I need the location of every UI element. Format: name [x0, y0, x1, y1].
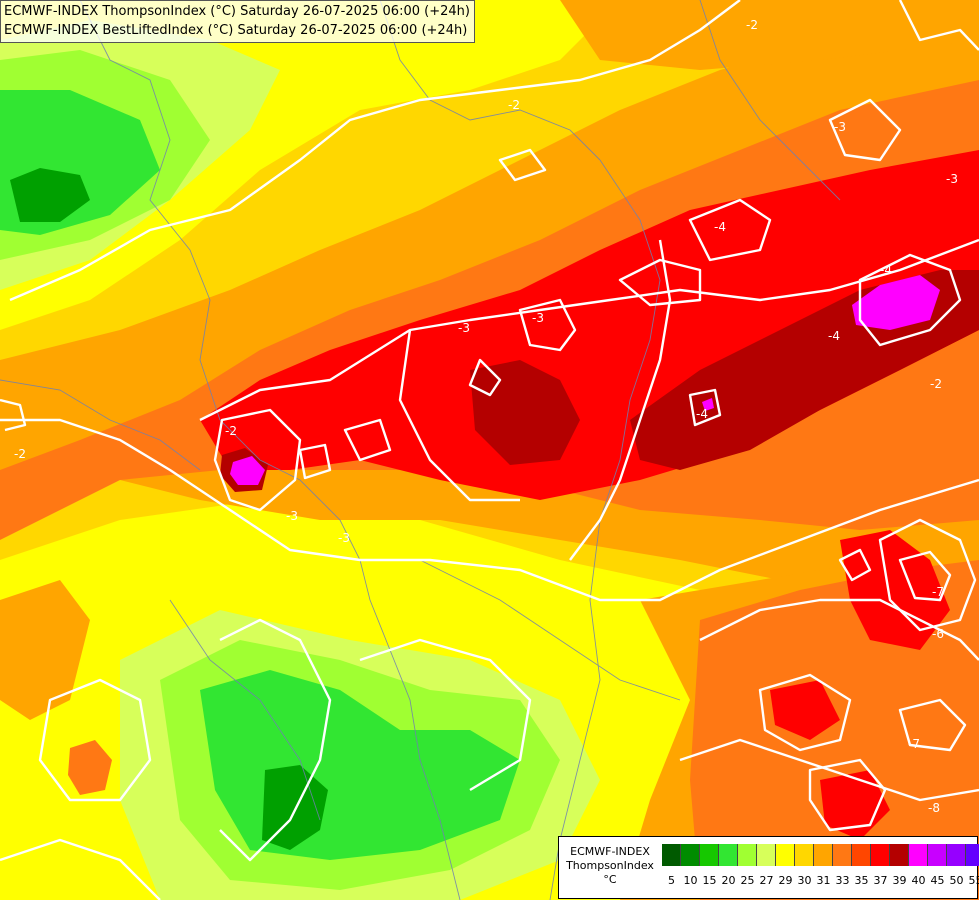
legend-swatch [776, 844, 795, 866]
darkorange-sw [68, 740, 112, 795]
legend-tick-label: 20 [721, 874, 736, 887]
legend-swatch [795, 844, 814, 866]
contour-label-group: -2 -2 -3 -4 -3 -3 -3 -2 -3 -4 -4 -2 -4 -… [14, 18, 958, 815]
legend-tick-label: 55 [968, 874, 979, 887]
legend-tick-label: 5 [668, 874, 675, 887]
legend-swatch [966, 844, 979, 866]
contour-label: -4 [696, 407, 708, 421]
legend-tick-label: 30 [797, 874, 812, 887]
contour-label: -4 [880, 263, 892, 277]
orange-sw-blob [0, 580, 90, 720]
legend-title: ECMWF-INDEX ThompsonIndex °C [562, 845, 658, 887]
legend-tick-label: 15 [702, 874, 717, 887]
legend-swatch [947, 844, 966, 866]
legend-tick-label: 29 [778, 874, 793, 887]
legend-swatch [662, 844, 681, 866]
legend-swatch [814, 844, 833, 866]
magenta-dot [702, 398, 714, 411]
darkred-west [470, 360, 580, 465]
legend-tick-label: 31 [816, 874, 831, 887]
legend-swatch [909, 844, 928, 866]
legend-swatch [890, 844, 909, 866]
legend-title-model: ECMWF-INDEX [570, 845, 650, 858]
contour-label: -2 [746, 18, 758, 32]
legend-tick-label: 39 [892, 874, 907, 887]
magenta-west [230, 456, 265, 485]
contour-label: -8 [928, 801, 940, 815]
map-title-box: ECMWF-INDEX ThompsonIndex (°C) Saturday … [0, 0, 475, 43]
legend-swatch [871, 844, 890, 866]
legend-swatch [928, 844, 947, 866]
red-se-3 [820, 770, 890, 840]
legend-swatch [681, 844, 700, 866]
legend-tick-label: 50 [949, 874, 964, 887]
legend-swatch [757, 844, 776, 866]
legend-unit: °C [603, 873, 617, 886]
legend-tick-label: 45 [930, 874, 945, 887]
legend-tick-label: 27 [759, 874, 774, 887]
contour-label: -3 [458, 321, 470, 335]
magenta-east [852, 275, 940, 330]
red-se-2 [770, 680, 840, 740]
contour-label: -2 [508, 98, 520, 112]
legend-swatches [662, 844, 979, 866]
legend-tick-label: 40 [911, 874, 926, 887]
contour-label: -2 [14, 447, 26, 461]
legend-swatch [738, 844, 757, 866]
legend-tick-label: 10 [683, 874, 698, 887]
contour-label: -4 [828, 329, 840, 343]
legend-tick-label: 37 [873, 874, 888, 887]
contour-label: -2 [225, 424, 237, 438]
color-legend: ECMWF-INDEX ThompsonIndex °C 5 10 15 20 25 27… [558, 836, 979, 899]
title-line-bestlifted: ECMWF-INDEX BestLiftedIndex (°C) Saturda… [4, 23, 468, 38]
darkgreen-north [10, 168, 90, 222]
contour-label: -4 [714, 220, 726, 234]
legend-swatch [833, 844, 852, 866]
contour-label: -3 [946, 172, 958, 186]
legend-swatch [700, 844, 719, 866]
legend-ticks: 51015202527293031333537394045505560 [662, 874, 979, 887]
legend-swatch [719, 844, 738, 866]
legend-swatch [852, 844, 871, 866]
contour-label: -2 [930, 377, 942, 391]
legend-tick-label: 25 [740, 874, 755, 887]
contour-label: -6 [932, 627, 944, 641]
contour-label: -7 [908, 737, 920, 751]
contour-label: -3 [338, 531, 350, 545]
legend-tick-label: 33 [835, 874, 850, 887]
contour-label: -3 [834, 120, 846, 134]
country-borders [0, 0, 841, 900]
legend-tick-label: 35 [854, 874, 869, 887]
contour-label: -3 [532, 311, 544, 325]
legend-title-field: ThompsonIndex [566, 859, 654, 872]
contour-label: -7 [932, 585, 944, 599]
contour-label: -3 [286, 509, 298, 523]
title-line-thompson: ECMWF-INDEX ThompsonIndex (°C) Saturday … [4, 4, 470, 19]
